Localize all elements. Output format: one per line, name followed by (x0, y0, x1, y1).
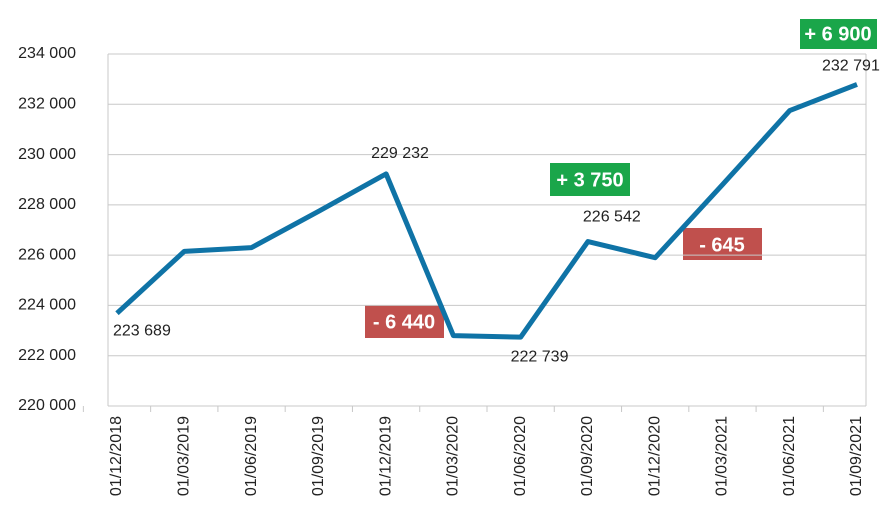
x-tick-label: 01/06/2021 (781, 416, 798, 496)
line (115, 82, 858, 340)
x-tick-label: 01/12/2019 (377, 416, 394, 496)
x-tick-label: 01/03/2021 (714, 416, 731, 496)
data-label: 226 542 (583, 209, 641, 226)
annotation: + 6 900 (804, 23, 871, 45)
data-label: 229 232 (371, 145, 429, 162)
x-tick-label: 01/09/2021 (848, 416, 865, 496)
y-tick-label: 228 000 (18, 196, 76, 213)
annotation: - 6 440 (373, 311, 435, 333)
x-tick-label: 01/06/2019 (243, 416, 260, 496)
annotation-box (550, 163, 630, 196)
y-tick-label: 234 000 (18, 45, 76, 62)
y-tick-label: 226 000 (18, 246, 76, 263)
x-tick-label: 01/03/2019 (175, 416, 192, 496)
data-label: 232 791 (822, 58, 880, 75)
x-tick-label: 01/09/2019 (310, 416, 327, 496)
y-tick-label: 232 000 (18, 96, 76, 113)
x-tick-label: 01/09/2020 (579, 416, 596, 496)
y-tick-label: 222 000 (18, 347, 76, 364)
x-tick-label: 01/06/2020 (512, 416, 529, 496)
annotation: + 3 750 (556, 169, 623, 191)
y-tick-label: 220 000 (18, 397, 76, 414)
annotation: - 645 (699, 234, 745, 256)
x-tick-label: 01/12/2020 (646, 416, 663, 496)
y-tick-label: 230 000 (18, 146, 76, 163)
data-label: 223 689 (113, 322, 171, 339)
x-tick-label: 01/03/2020 (445, 416, 462, 496)
annotation-box (365, 305, 444, 338)
data-label: 222 739 (511, 348, 569, 365)
annotation-box (800, 19, 877, 49)
x-tick-label: 01/12/2018 (108, 416, 125, 496)
y-tick-label: 224 000 (18, 297, 76, 314)
